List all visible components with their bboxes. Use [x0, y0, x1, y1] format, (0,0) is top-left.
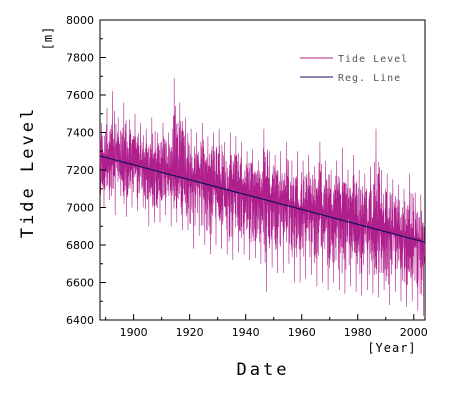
- y-unit-label: [m]: [41, 26, 55, 51]
- y-axis-ticks: 6400 6600 6800 7000 7200 7400 7600 7800 8000: [66, 14, 106, 327]
- legend-label-reg-line: Reg. Line: [338, 73, 401, 84]
- y-axis-title: Tide Level: [18, 106, 38, 238]
- x-tick-label: 1960: [288, 326, 316, 339]
- legend: Tide Level Reg. Line: [300, 54, 408, 84]
- legend-label-tide-level: Tide Level: [338, 54, 408, 65]
- x-unit-label: [Year]: [367, 341, 416, 355]
- series-regression-line: [99, 155, 426, 243]
- x-axis-title: Date: [237, 360, 290, 380]
- y-tick-label: 7000: [66, 202, 94, 215]
- x-tick-label: 1940: [232, 326, 260, 339]
- series-tide-level-line: [99, 78, 426, 317]
- x-tick-label: 2000: [400, 326, 428, 339]
- y-tick-label: 7200: [66, 164, 94, 177]
- y-tick-label: 7800: [66, 52, 94, 65]
- y-tick-label: 6600: [66, 277, 94, 290]
- x-axis-ticks: 1900 1920 1940 1960 1980 2000: [105, 314, 428, 339]
- y-tick-label: 7400: [66, 127, 94, 140]
- y-tick-label: 7600: [66, 89, 94, 102]
- y-tick-label: 6800: [66, 239, 94, 252]
- y-tick-label: 6400: [66, 314, 94, 327]
- x-tick-label: 1920: [176, 326, 204, 339]
- x-tick-label: 1900: [120, 326, 148, 339]
- y-tick-label: 8000: [66, 14, 94, 27]
- series-layer: [99, 78, 426, 317]
- x-tick-label: 1980: [344, 326, 372, 339]
